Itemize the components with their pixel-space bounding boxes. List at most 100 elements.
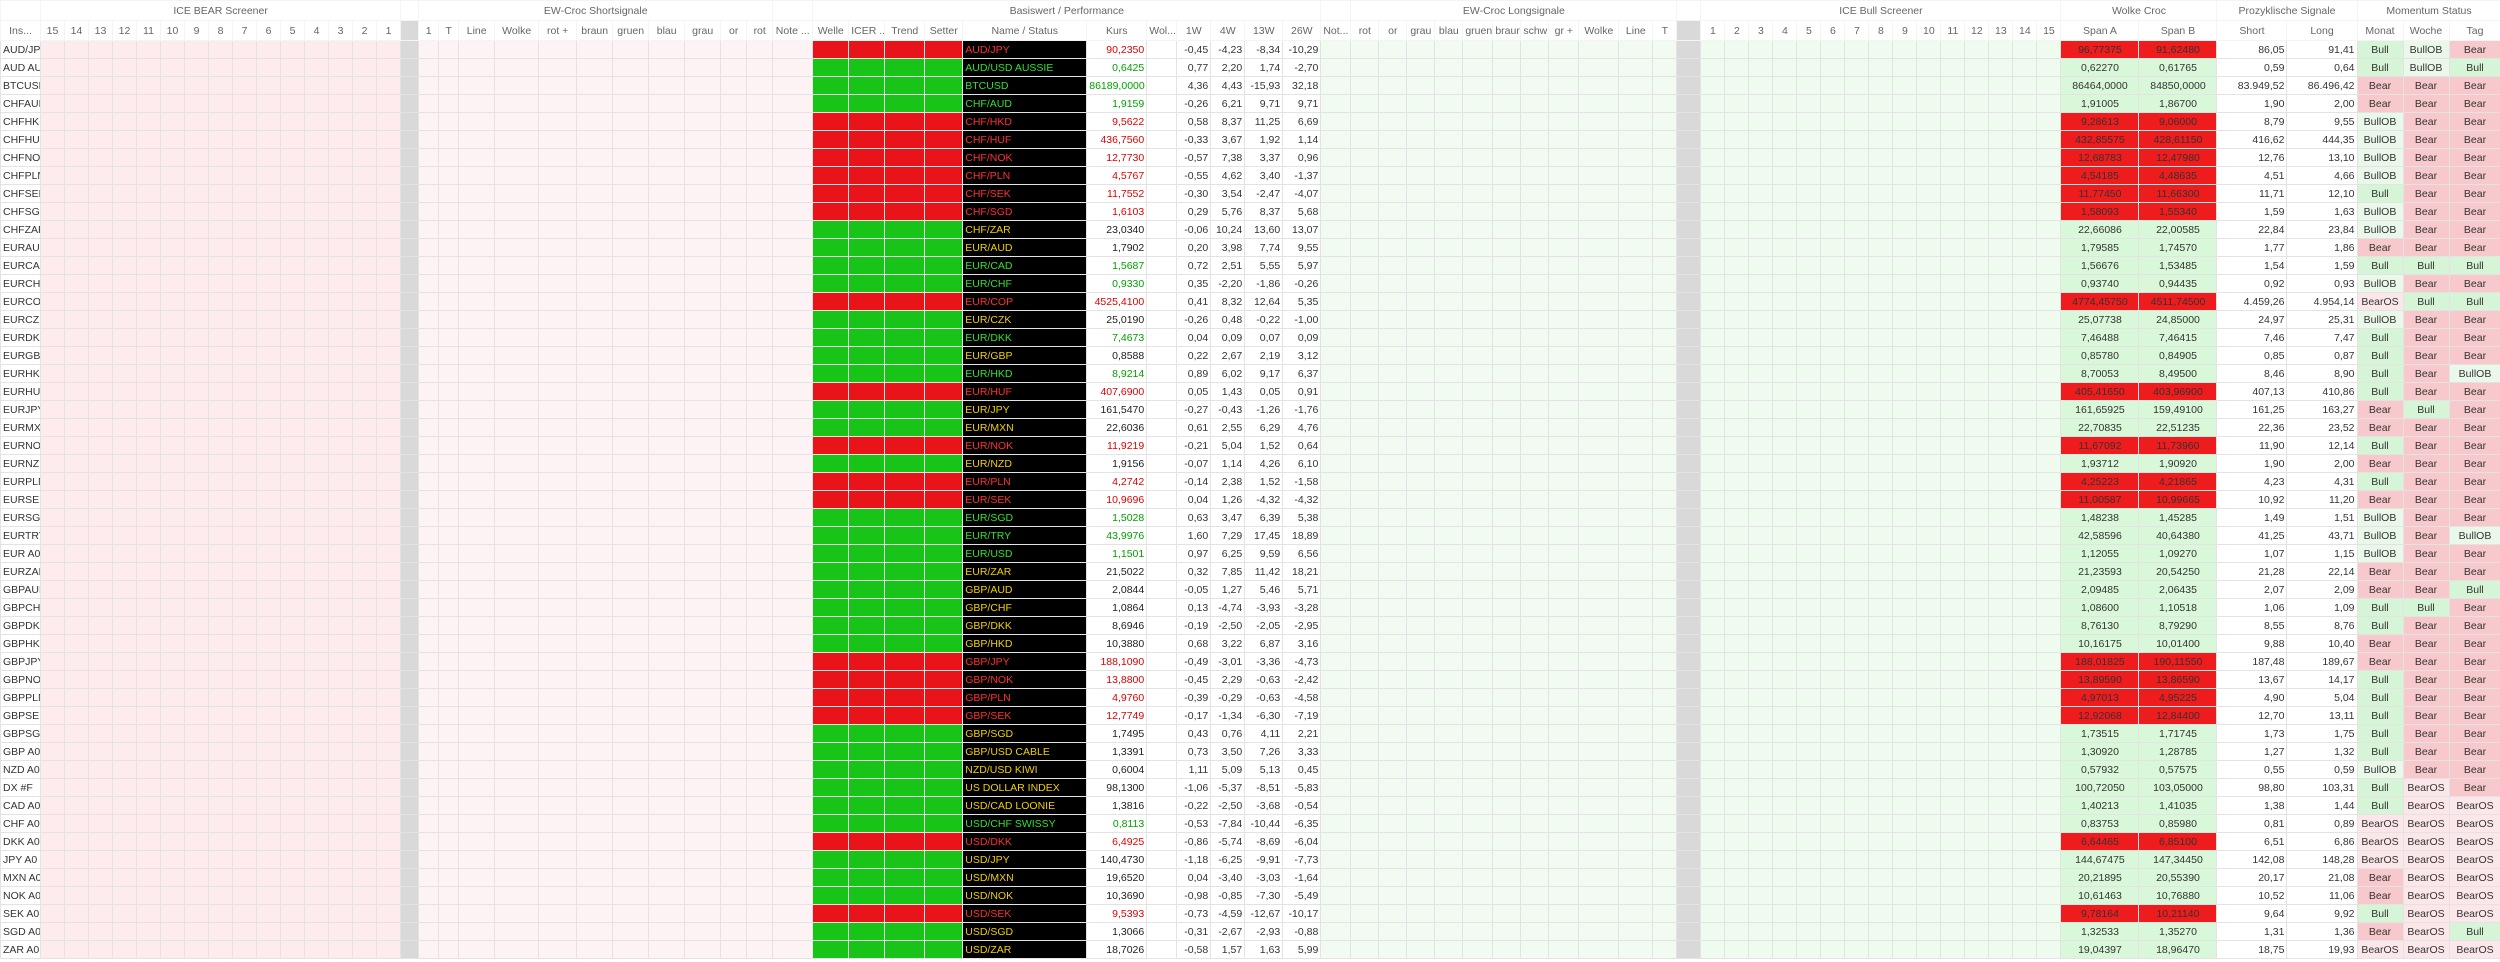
cell: [208, 166, 233, 185]
woche-cell: BearOS: [2402, 778, 2450, 797]
ins-cell: EURNZD: [0, 454, 41, 473]
cell: [1378, 562, 1408, 581]
separator: [400, 616, 420, 635]
cell: [884, 940, 926, 959]
cell: [1350, 490, 1380, 509]
cell: [1748, 580, 1774, 599]
cell: [280, 598, 305, 617]
cell: [328, 670, 353, 689]
cell: [1406, 490, 1436, 509]
cell: [88, 328, 113, 347]
cell: [438, 544, 460, 563]
w4-cell: -6,25: [1210, 850, 1246, 869]
cell: [1520, 634, 1550, 653]
cell: [1462, 166, 1494, 185]
ins-cell: NZD A0: [0, 760, 41, 779]
cell: [924, 220, 964, 239]
cell: [1868, 76, 1894, 95]
separator: [1676, 742, 1702, 761]
long-cell: 8,90: [2286, 364, 2358, 383]
cell: [1548, 58, 1580, 77]
cell: [1350, 148, 1380, 167]
cell: [280, 382, 305, 401]
cell: [1618, 652, 1654, 671]
cell: [232, 814, 257, 833]
cell: [208, 346, 233, 365]
cell: [375, 418, 402, 437]
cell: [418, 634, 440, 653]
cell: [256, 670, 281, 689]
cell: [136, 328, 161, 347]
column-header: Tag: [2448, 20, 2500, 41]
cell: [1844, 400, 1870, 419]
cell: [1748, 796, 1774, 815]
cell: [538, 292, 578, 311]
cell: [208, 148, 233, 167]
cell: [1652, 688, 1678, 707]
cell: [772, 490, 814, 509]
name-cell: USD/SGD: [962, 922, 1088, 941]
cell: [1618, 580, 1654, 599]
cell: [64, 256, 89, 275]
long-cell: 11,20: [2286, 490, 2358, 509]
cell: [1868, 256, 1894, 275]
long-cell: 9,55: [2286, 112, 2358, 131]
cell: [1146, 76, 1178, 95]
cell: [1320, 130, 1352, 149]
cell: [1320, 868, 1352, 887]
cell: [136, 130, 161, 149]
cell: [1964, 724, 1990, 743]
w13-cell: 4,26: [1244, 454, 1284, 473]
table-row: EURCOPEUR/COP4525,41000,418,3212,645,354…: [0, 292, 2500, 311]
cell: [1492, 850, 1522, 869]
cell: [746, 490, 774, 509]
cell: [1868, 472, 1894, 491]
cell: [848, 256, 886, 275]
cell: [772, 850, 814, 869]
cell: [1548, 76, 1580, 95]
cell: [1700, 634, 1726, 653]
cell: [1520, 184, 1550, 203]
cell: [1618, 40, 1654, 59]
cell: [280, 148, 305, 167]
ins-cell: GBPSEK: [0, 706, 41, 725]
w1-cell: -0,45: [1176, 40, 1212, 59]
cell: [612, 202, 650, 221]
woche-cell: Bear: [2402, 544, 2450, 563]
cell: [1578, 796, 1620, 815]
column-header: Trend: [884, 20, 926, 41]
woche-cell: Bear: [2402, 130, 2450, 149]
cell: [136, 580, 161, 599]
cell: [1618, 220, 1654, 239]
cell: [280, 166, 305, 185]
cell: [1724, 688, 1750, 707]
cell: [494, 94, 540, 113]
span-a-cell: 0,85780: [2060, 346, 2140, 365]
cell: [1844, 688, 1870, 707]
cell: [1796, 850, 1822, 869]
cell: [1378, 58, 1408, 77]
cell: [375, 652, 402, 671]
cell: [1916, 832, 1942, 851]
cell: [1844, 40, 1870, 59]
cell: [1462, 220, 1494, 239]
cell: [612, 454, 650, 473]
name-cell: GBP/SGD: [962, 724, 1088, 743]
w26-cell: -7,19: [1282, 706, 1322, 725]
cell: [1462, 922, 1494, 941]
cell: [1462, 112, 1494, 131]
cell: [1916, 670, 1942, 689]
cell: [1700, 364, 1726, 383]
cell: [1548, 598, 1580, 617]
w4-cell: 2,29: [1210, 670, 1246, 689]
w1-cell: -0,73: [1176, 904, 1212, 923]
cell: [648, 166, 686, 185]
w4-cell: 0,09: [1210, 328, 1246, 347]
cell: [1520, 130, 1550, 149]
cell: [884, 220, 926, 239]
cell: [1820, 112, 1846, 131]
span-a-cell: 11,67092: [2060, 436, 2140, 455]
cell: [352, 652, 377, 671]
cell: [848, 508, 886, 527]
cell: [280, 76, 305, 95]
